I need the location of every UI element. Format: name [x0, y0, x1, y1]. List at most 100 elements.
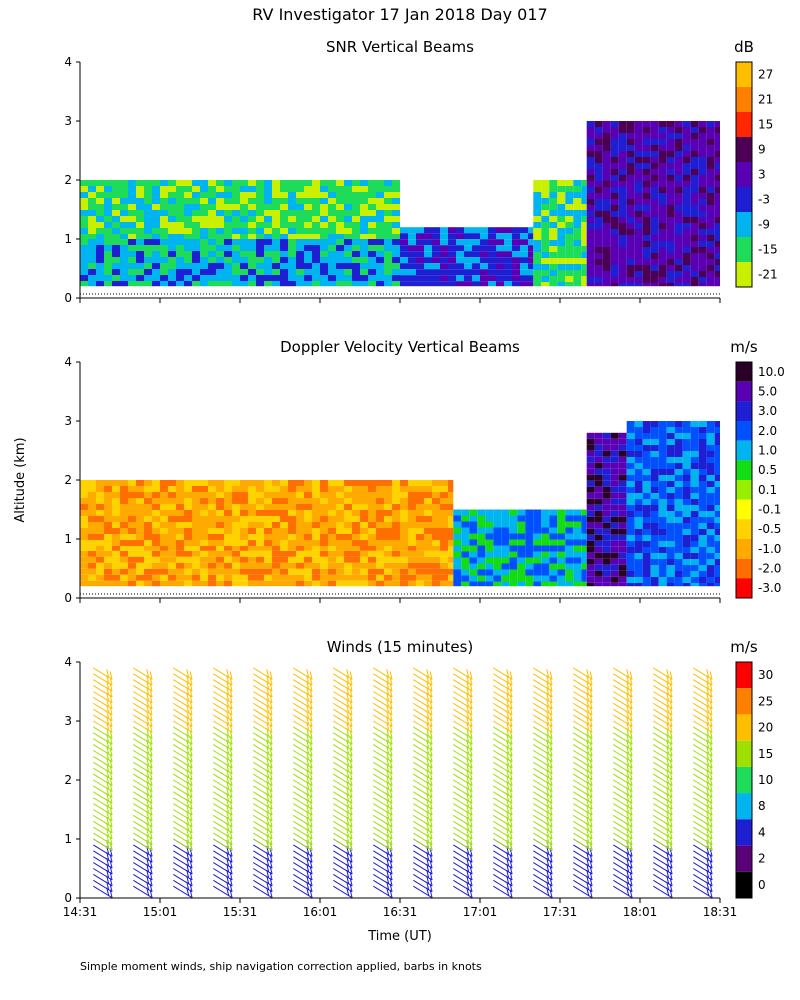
snr-cell [304, 192, 312, 198]
doppler-cell [698, 505, 707, 511]
snr-cell [586, 145, 595, 151]
snr-cell [602, 121, 611, 127]
wind-barb [253, 726, 273, 739]
doppler-cell [344, 580, 352, 587]
snr-cell [666, 127, 675, 133]
doppler-cell [650, 475, 659, 481]
snr-cell [240, 245, 248, 251]
doppler-cell [682, 559, 691, 565]
doppler-cell [224, 546, 232, 551]
snr-cell [160, 228, 168, 234]
doppler-cell [618, 582, 627, 587]
doppler-cell [517, 539, 526, 546]
doppler-cell [682, 457, 691, 463]
snr-cell [400, 233, 408, 240]
doppler-cell [336, 498, 344, 504]
doppler-cell [160, 574, 168, 581]
doppler-cell [128, 562, 136, 569]
doppler-cell [112, 556, 120, 563]
doppler-cell [104, 562, 112, 569]
wind-barb [373, 691, 393, 704]
snr-cell [184, 216, 192, 222]
snr-cell [312, 210, 320, 216]
snr-cell [224, 234, 232, 239]
wind-barb [413, 779, 433, 792]
doppler-cell [120, 556, 128, 563]
snr-cell [480, 257, 488, 264]
doppler-cell [642, 529, 651, 535]
doppler-cell [533, 527, 542, 534]
doppler-cell [424, 568, 432, 575]
wind-barb [213, 826, 233, 840]
doppler-cell [128, 546, 136, 551]
snr-cell [312, 186, 320, 192]
snr-cell [232, 257, 240, 263]
wind-barb [453, 667, 473, 680]
wind-barb [213, 844, 233, 857]
snr-cell [112, 251, 120, 257]
wind-barb [293, 797, 313, 810]
snr-cell [549, 210, 558, 216]
doppler-cell [658, 577, 667, 583]
snr-cell [208, 275, 216, 281]
doppler-cell [501, 551, 510, 558]
doppler-cell [650, 559, 659, 565]
doppler-cell [573, 563, 582, 570]
snr-cell [520, 281, 528, 287]
snr-cell [304, 198, 312, 204]
doppler-cell [586, 504, 595, 511]
snr-cell [573, 270, 582, 276]
wind-barb [573, 850, 593, 863]
doppler-cell [176, 550, 184, 557]
snr-cell [642, 181, 651, 187]
doppler-cell [192, 550, 200, 557]
doppler-cell [666, 493, 675, 499]
snr-cell [448, 245, 456, 252]
doppler-cell [549, 527, 558, 534]
snr-cell [706, 187, 715, 193]
wind-barb [533, 850, 553, 863]
wind-barb [453, 779, 473, 792]
snr-cell [344, 180, 352, 186]
snr-cell [586, 175, 595, 181]
snr-cell [448, 275, 456, 282]
wind-barb [253, 767, 273, 781]
wind-barb-flag [546, 669, 550, 678]
wind-barb [693, 750, 713, 763]
wind-barb [173, 862, 193, 875]
doppler-cell [424, 480, 432, 486]
snr-cell [304, 210, 312, 216]
doppler-cell [320, 540, 328, 546]
doppler-cell [626, 433, 635, 439]
snr-cell [618, 163, 627, 169]
doppler-cell [328, 528, 336, 534]
doppler-cell [224, 550, 232, 557]
snr-cell [208, 210, 216, 216]
doppler-cell [136, 504, 144, 510]
doppler-cell [533, 569, 542, 576]
snr-cell [650, 241, 659, 247]
snr-cell [557, 204, 566, 210]
snr-cell [192, 216, 200, 222]
wind-barb [493, 797, 513, 810]
doppler-cell [408, 550, 416, 557]
snr-cell [96, 275, 104, 281]
doppler-cell [453, 515, 462, 522]
wind-barb [573, 773, 593, 787]
snr-cell [650, 151, 659, 157]
doppler-cell [88, 550, 96, 557]
snr-cell [216, 269, 224, 275]
snr-cell [698, 145, 707, 151]
snr-cell [528, 227, 534, 234]
doppler-cell [658, 433, 667, 439]
snr-cell [682, 157, 691, 163]
doppler-cell [280, 504, 288, 510]
doppler-cell [168, 522, 176, 528]
doppler-cell [416, 492, 424, 498]
wind-barb [173, 885, 193, 898]
doppler-cell [288, 498, 296, 504]
wind-barb [493, 755, 513, 769]
snr-cell [528, 233, 534, 240]
snr-cell [392, 263, 400, 269]
wind-barb [93, 726, 113, 739]
